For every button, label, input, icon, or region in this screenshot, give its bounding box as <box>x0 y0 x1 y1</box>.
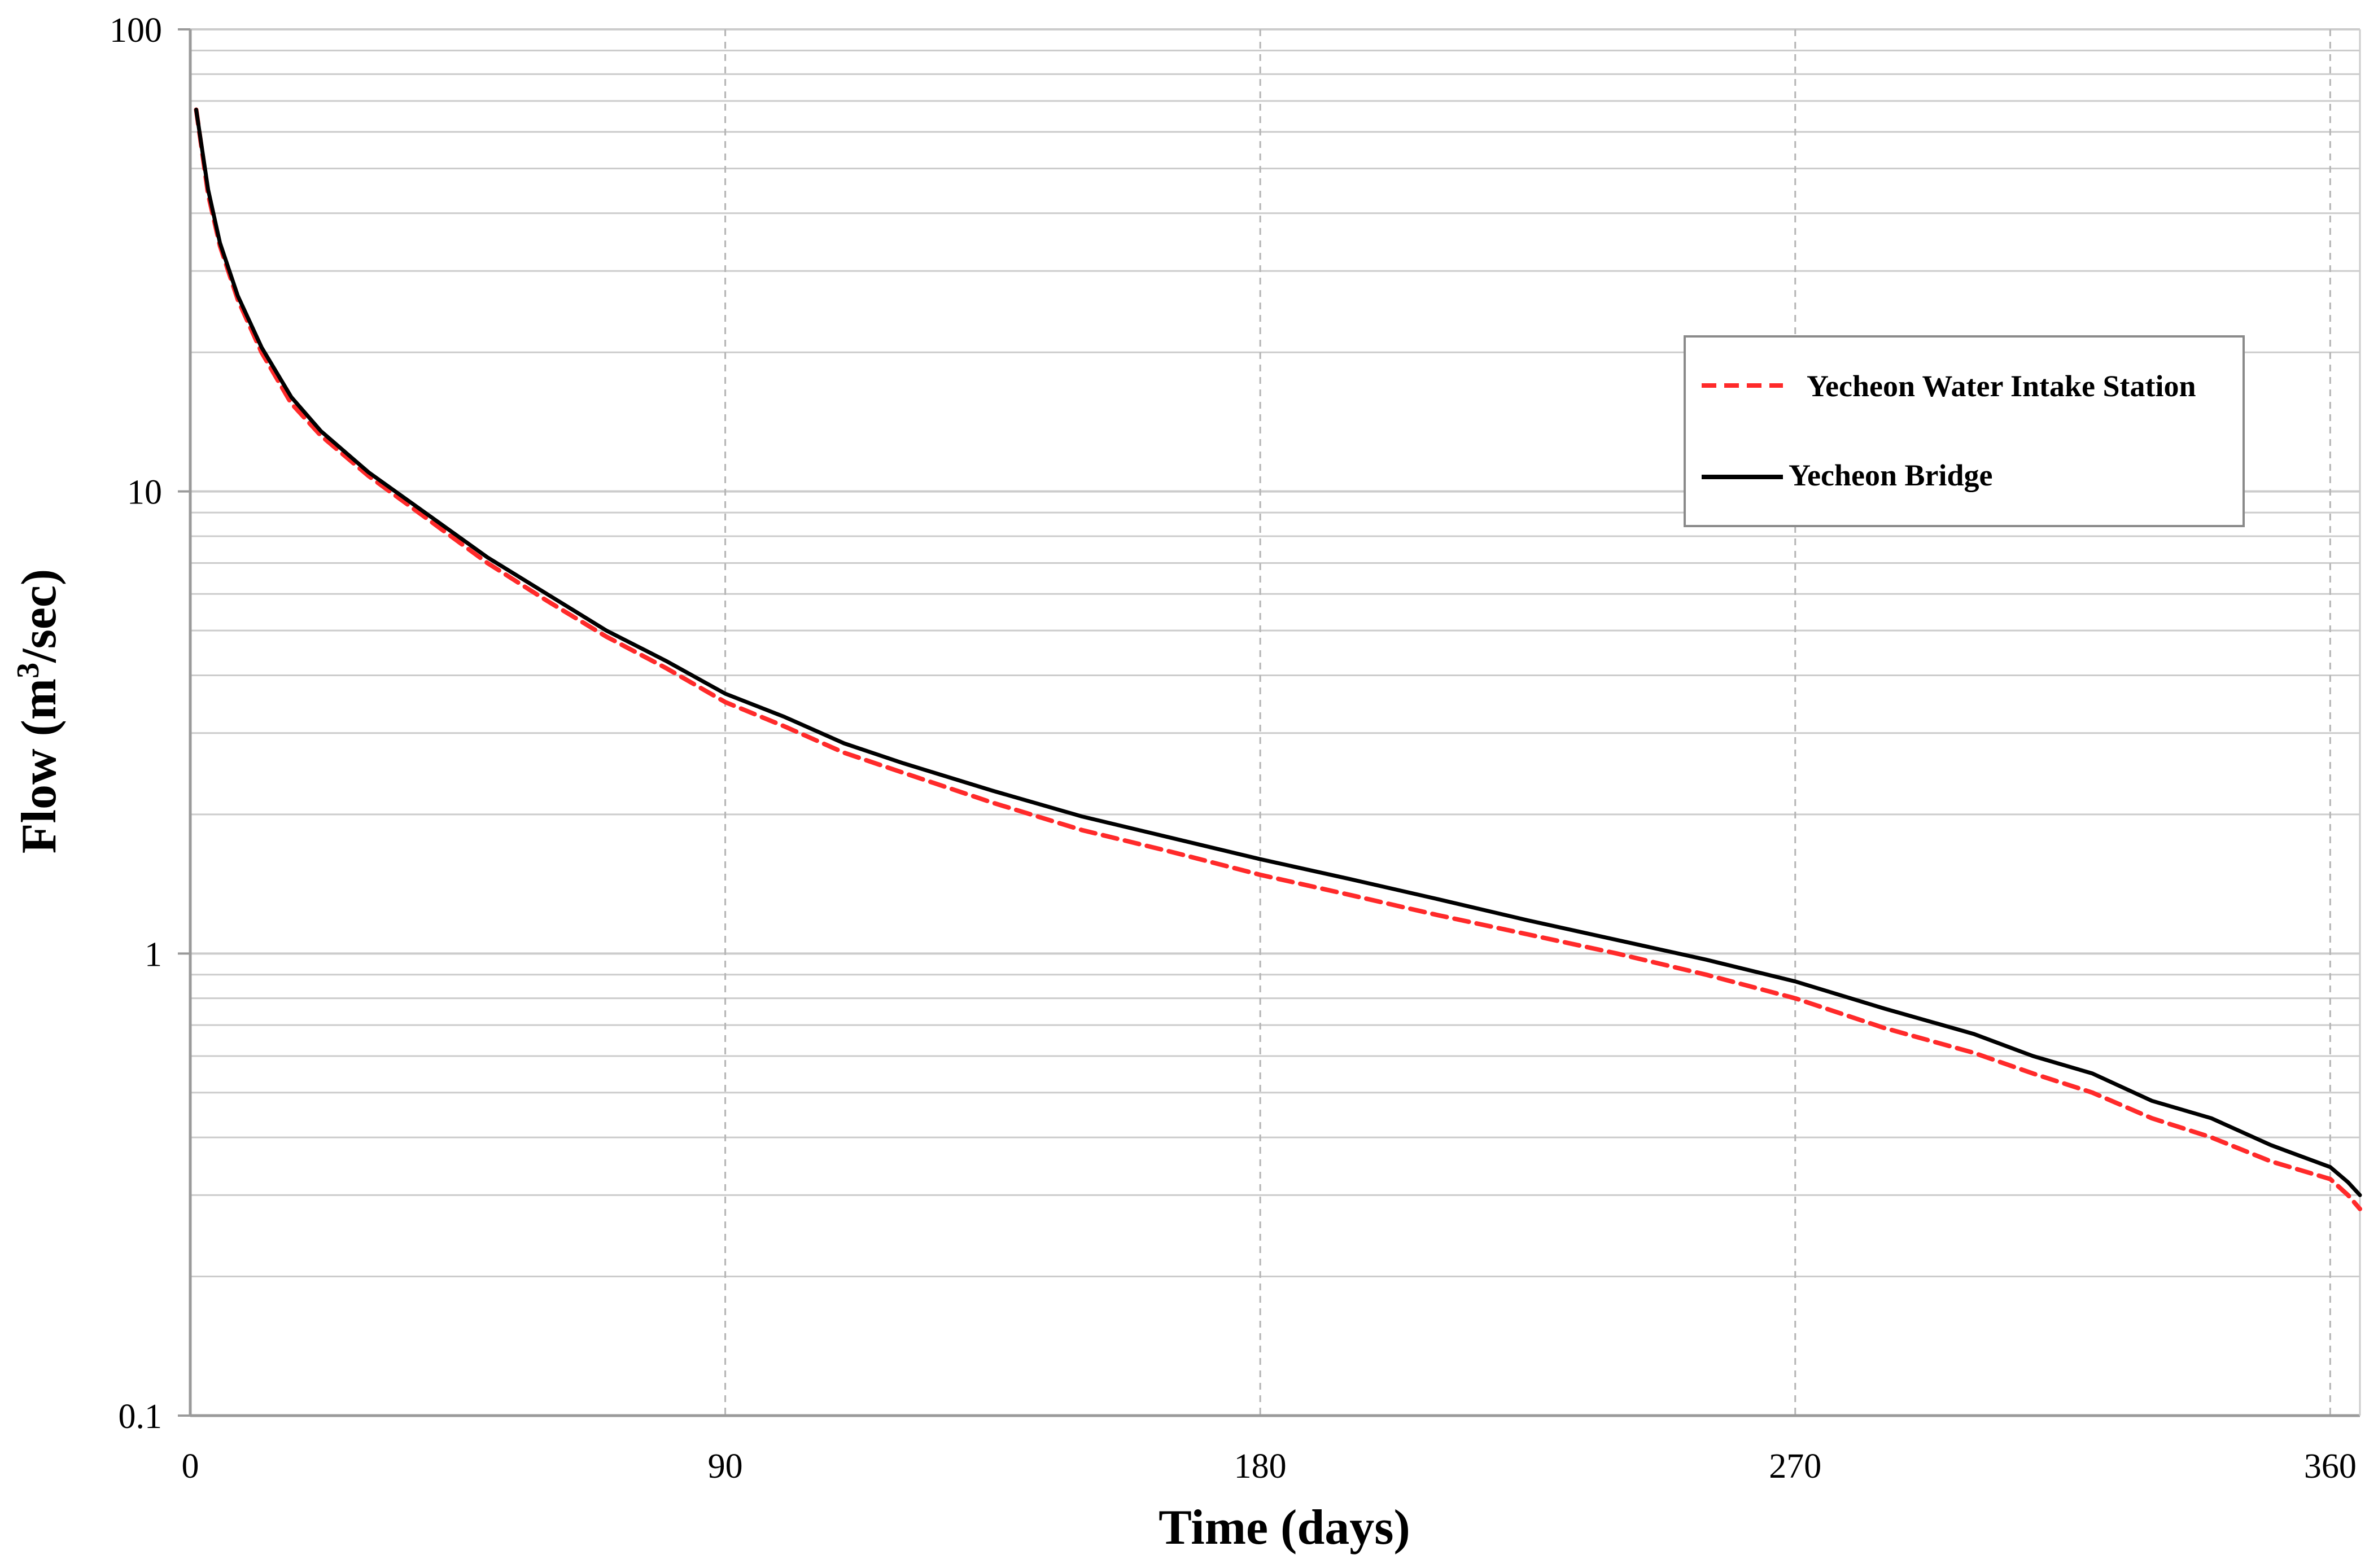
x-axis-title: Time (days) <box>1159 1500 1410 1555</box>
y-tick-label: 0.1 <box>119 1398 163 1436</box>
legend-label-intake: Yecheon Water Intake Station <box>1807 369 2196 403</box>
axes-layer <box>178 28 2361 1417</box>
y-axis-title-main: Flow (m <box>12 678 67 853</box>
y-axis-title-sup: 3 <box>11 663 46 678</box>
series-line-bridge <box>194 107 2362 1197</box>
tick-labels: 0 90 180 270 360 0.1 1 10 100 <box>110 11 2357 1486</box>
legend: Yecheon Water Intake Station Yecheon Bri… <box>1684 335 2245 527</box>
legend-label-bridge: Yecheon Bridge <box>1789 458 1992 492</box>
y-axis-title: Flow (m3/sec) <box>11 569 67 854</box>
x-tick-label: 360 <box>2304 1447 2357 1486</box>
grid-layer <box>190 28 2360 1417</box>
series-layer <box>194 107 2362 1211</box>
y-tick-label: 100 <box>110 11 162 50</box>
legend-box <box>1684 335 2245 527</box>
x-tick-label: 90 <box>708 1447 743 1486</box>
y-tick-label: 1 <box>145 935 162 974</box>
x-tick-label: 270 <box>1769 1447 1821 1486</box>
y-axis-title-tail: /sec) <box>12 569 67 663</box>
x-tick-label: 0 <box>182 1447 199 1486</box>
y-tick-label: 10 <box>127 474 162 512</box>
x-tick-label: 180 <box>1234 1447 1287 1486</box>
series-line-intake-station <box>194 107 2362 1211</box>
